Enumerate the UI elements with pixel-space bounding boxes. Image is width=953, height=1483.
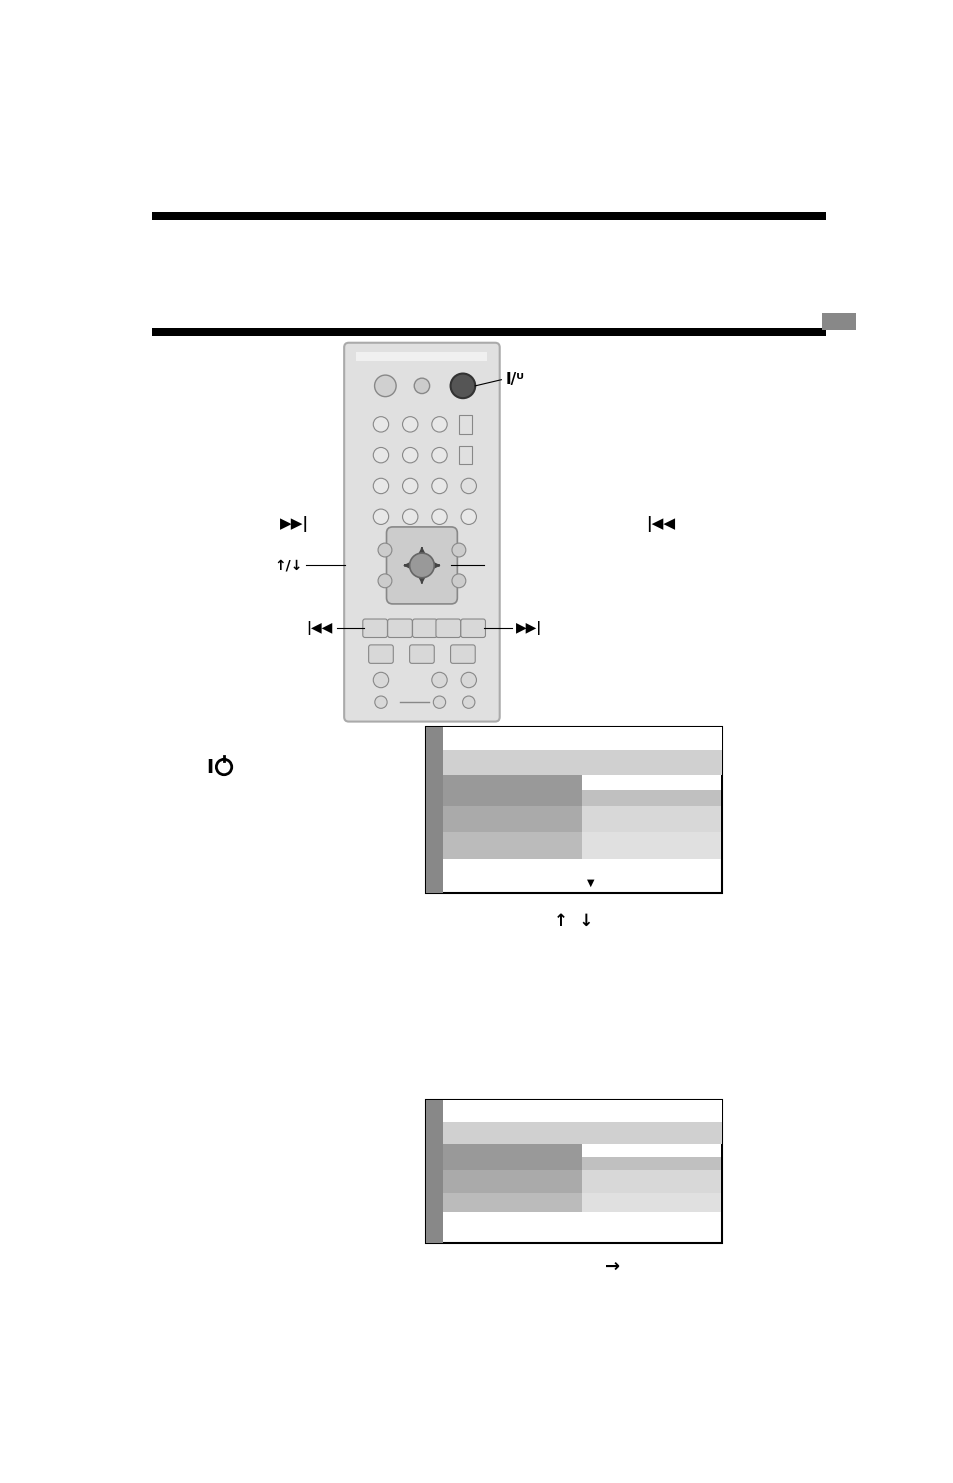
Circle shape — [432, 672, 447, 688]
Text: ↑  ↓: ↑ ↓ — [554, 912, 593, 930]
FancyBboxPatch shape — [344, 343, 499, 722]
Bar — [425, 727, 442, 893]
Bar — [581, 1143, 720, 1157]
Bar — [458, 446, 472, 464]
Text: ▶▶|: ▶▶| — [280, 516, 309, 532]
Circle shape — [432, 448, 447, 463]
Bar — [581, 1170, 720, 1192]
Circle shape — [462, 696, 475, 709]
Bar — [442, 832, 581, 860]
FancyBboxPatch shape — [460, 618, 485, 638]
Bar — [442, 750, 721, 774]
FancyBboxPatch shape — [386, 526, 456, 604]
Bar — [152, 212, 825, 219]
Bar — [425, 1100, 721, 1243]
Circle shape — [460, 509, 476, 525]
FancyBboxPatch shape — [409, 645, 434, 663]
Circle shape — [402, 509, 417, 525]
Circle shape — [450, 374, 475, 397]
Circle shape — [460, 672, 476, 688]
Bar — [821, 313, 856, 331]
Bar — [442, 1143, 581, 1170]
Text: ▶▶|: ▶▶| — [515, 621, 541, 635]
Text: ↑/↓: ↑/↓ — [274, 559, 302, 572]
Circle shape — [432, 478, 447, 494]
Bar — [458, 415, 472, 433]
Circle shape — [377, 543, 392, 558]
Circle shape — [402, 448, 417, 463]
FancyBboxPatch shape — [450, 645, 475, 663]
Text: ▼: ▼ — [586, 878, 594, 888]
Bar — [581, 1157, 720, 1170]
FancyBboxPatch shape — [368, 645, 393, 663]
Circle shape — [402, 417, 417, 432]
Bar — [442, 727, 721, 750]
Bar — [442, 1192, 581, 1212]
Text: →: → — [604, 1258, 619, 1277]
Text: I: I — [207, 758, 213, 777]
Bar — [442, 774, 581, 805]
Circle shape — [409, 553, 434, 578]
Bar — [581, 805, 720, 832]
Bar — [581, 790, 720, 805]
Bar — [442, 1170, 581, 1192]
Text: |◀◀: |◀◀ — [306, 621, 333, 635]
Bar — [581, 832, 720, 860]
Circle shape — [373, 448, 388, 463]
FancyBboxPatch shape — [362, 618, 387, 638]
Circle shape — [433, 696, 445, 709]
FancyBboxPatch shape — [387, 618, 412, 638]
Circle shape — [432, 509, 447, 525]
FancyBboxPatch shape — [412, 618, 436, 638]
Text: |◀◀: |◀◀ — [645, 516, 675, 532]
Bar — [152, 328, 825, 335]
Circle shape — [452, 543, 465, 558]
Bar — [442, 1100, 721, 1123]
Bar — [425, 727, 721, 893]
Bar — [581, 1192, 720, 1212]
Circle shape — [373, 478, 388, 494]
Bar — [581, 774, 720, 790]
Circle shape — [452, 574, 465, 587]
Circle shape — [373, 672, 388, 688]
Circle shape — [373, 509, 388, 525]
Circle shape — [432, 417, 447, 432]
Circle shape — [375, 696, 387, 709]
Circle shape — [460, 478, 476, 494]
Bar — [356, 351, 487, 362]
Bar — [442, 1123, 721, 1143]
Text: I/ᵁ: I/ᵁ — [505, 372, 524, 387]
FancyBboxPatch shape — [436, 618, 460, 638]
Circle shape — [375, 375, 395, 396]
Circle shape — [373, 417, 388, 432]
Circle shape — [414, 378, 429, 393]
Bar — [442, 805, 581, 832]
Circle shape — [402, 478, 417, 494]
Circle shape — [377, 574, 392, 587]
Bar — [425, 1100, 442, 1243]
